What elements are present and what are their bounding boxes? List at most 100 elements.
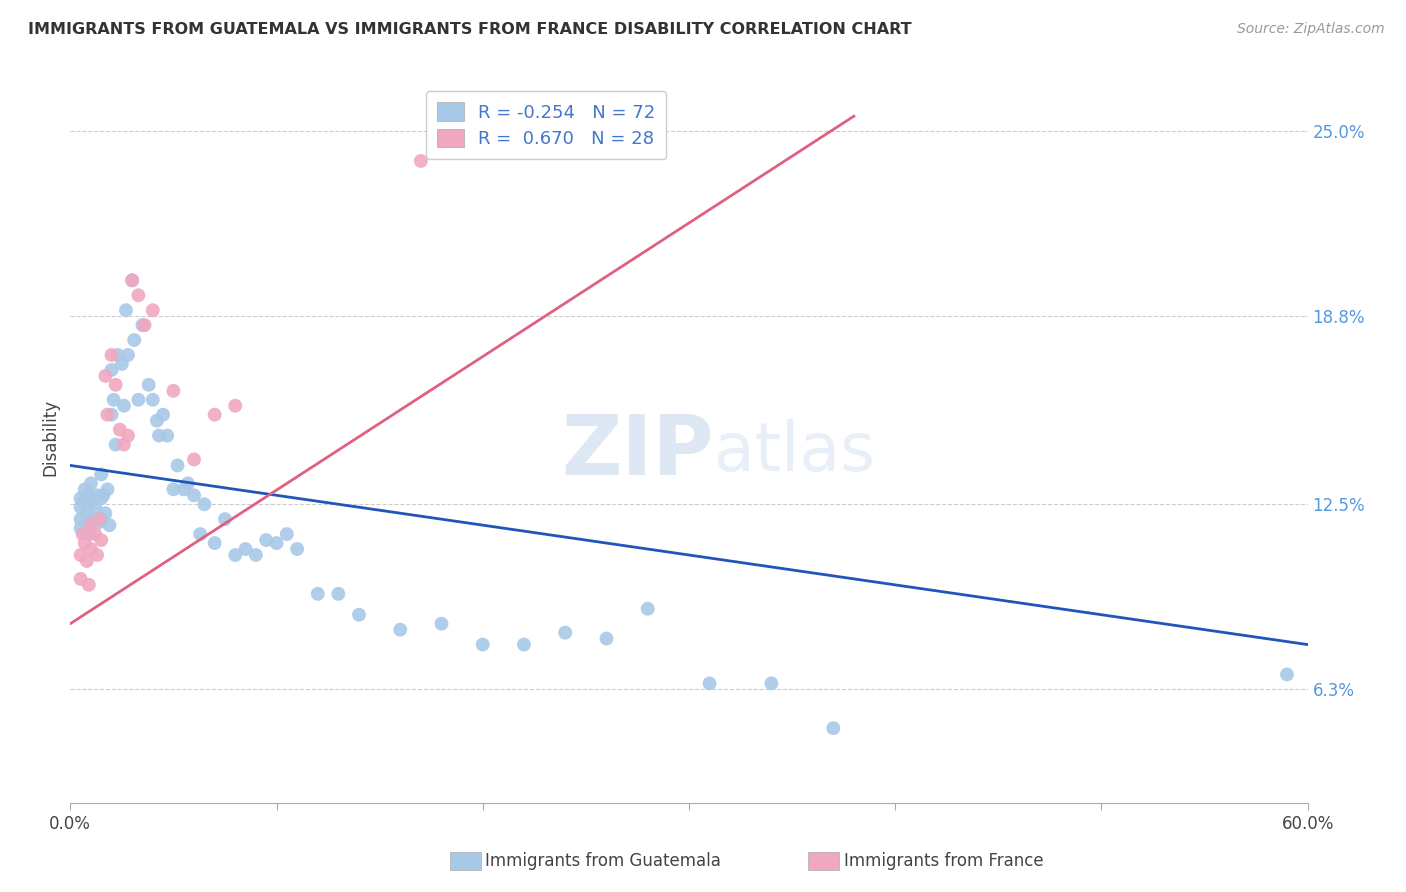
Point (69, 491, 91, 506)
Point (90, 533, 112, 547)
Point (80, 494, 103, 508)
Point (142, 392, 165, 407)
Point (90, 512, 112, 526)
Text: IMMIGRANTS FROM GUATEMALA VS IMMIGRANTS FROM FRANCE DISABILITY CORRELATION CHART: IMMIGRANTS FROM GUATEMALA VS IMMIGRANTS … (28, 22, 911, 37)
Point (183, 488, 205, 502)
Point (72, 527, 94, 541)
Point (84, 500, 107, 515)
Point (1275, 667, 1298, 681)
Point (77, 488, 100, 502)
Point (152, 408, 174, 422)
Point (69, 521, 91, 535)
Point (100, 363, 122, 377)
Text: Immigrants from Guatemala: Immigrants from Guatemala (485, 852, 721, 870)
Point (115, 303, 138, 318)
Point (90, 467, 112, 482)
Point (156, 428, 179, 442)
Point (77, 578, 100, 592)
Point (100, 348, 122, 362)
Point (76, 506, 98, 520)
Point (91, 488, 114, 502)
Point (89, 515, 111, 529)
Point (117, 348, 139, 362)
Point (89, 512, 111, 526)
Point (347, 607, 370, 622)
Point (699, 676, 721, 690)
Point (554, 625, 576, 640)
Point (389, 623, 412, 637)
Point (98, 518, 121, 533)
Point (80, 476, 103, 491)
Text: ZIP: ZIP (561, 411, 714, 492)
Y-axis label: Disability: Disability (41, 399, 59, 475)
Point (73, 483, 96, 497)
Point (235, 542, 257, 557)
Point (276, 527, 298, 541)
Text: atlas: atlas (714, 418, 875, 484)
Point (513, 638, 536, 652)
Point (138, 377, 160, 392)
Point (69, 548, 91, 562)
Point (204, 536, 226, 550)
Point (177, 476, 200, 491)
Point (84, 527, 107, 541)
Point (637, 601, 659, 615)
Point (94, 506, 117, 520)
Point (134, 318, 156, 332)
Point (148, 428, 170, 442)
Point (204, 408, 226, 422)
Point (96, 408, 118, 422)
Point (94, 368, 117, 383)
Point (173, 483, 195, 497)
Point (224, 548, 246, 562)
Point (90, 491, 112, 506)
Point (86, 488, 108, 502)
Point (307, 587, 329, 601)
Point (76, 518, 98, 533)
Point (409, 153, 432, 168)
Point (117, 428, 139, 442)
Point (73, 494, 96, 508)
Point (183, 452, 205, 467)
Point (823, 721, 845, 735)
Point (121, 273, 143, 287)
Point (121, 273, 143, 287)
Point (107, 348, 129, 362)
Point (69, 500, 91, 515)
Point (188, 527, 211, 541)
Point (122, 333, 145, 347)
Point (761, 676, 783, 690)
Point (224, 399, 246, 413)
Point (69, 512, 91, 526)
Text: Source: ZipAtlas.com: Source: ZipAtlas.com (1237, 22, 1385, 37)
Point (127, 392, 149, 407)
Text: Immigrants from France: Immigrants from France (844, 852, 1043, 870)
Point (80, 512, 103, 526)
Point (112, 437, 135, 451)
Point (69, 572, 91, 586)
Point (471, 638, 494, 652)
Point (266, 536, 288, 550)
Point (595, 632, 617, 646)
Point (76, 554, 98, 568)
Point (214, 512, 236, 526)
Point (80, 542, 103, 557)
Point (193, 497, 215, 511)
Point (162, 483, 184, 497)
Point (111, 357, 134, 371)
Point (77, 527, 100, 541)
Point (86, 548, 108, 562)
Point (112, 399, 135, 413)
Point (328, 587, 350, 601)
Point (73, 536, 96, 550)
Point (103, 392, 125, 407)
Point (104, 377, 127, 392)
Point (166, 458, 188, 473)
Point (127, 288, 149, 302)
Point (100, 408, 122, 422)
Point (254, 533, 277, 547)
Point (146, 414, 169, 428)
Legend: R = -0.254   N = 72, R =  0.670   N = 28: R = -0.254 N = 72, R = 0.670 N = 28 (426, 91, 666, 159)
Point (162, 384, 184, 398)
Point (104, 437, 127, 451)
